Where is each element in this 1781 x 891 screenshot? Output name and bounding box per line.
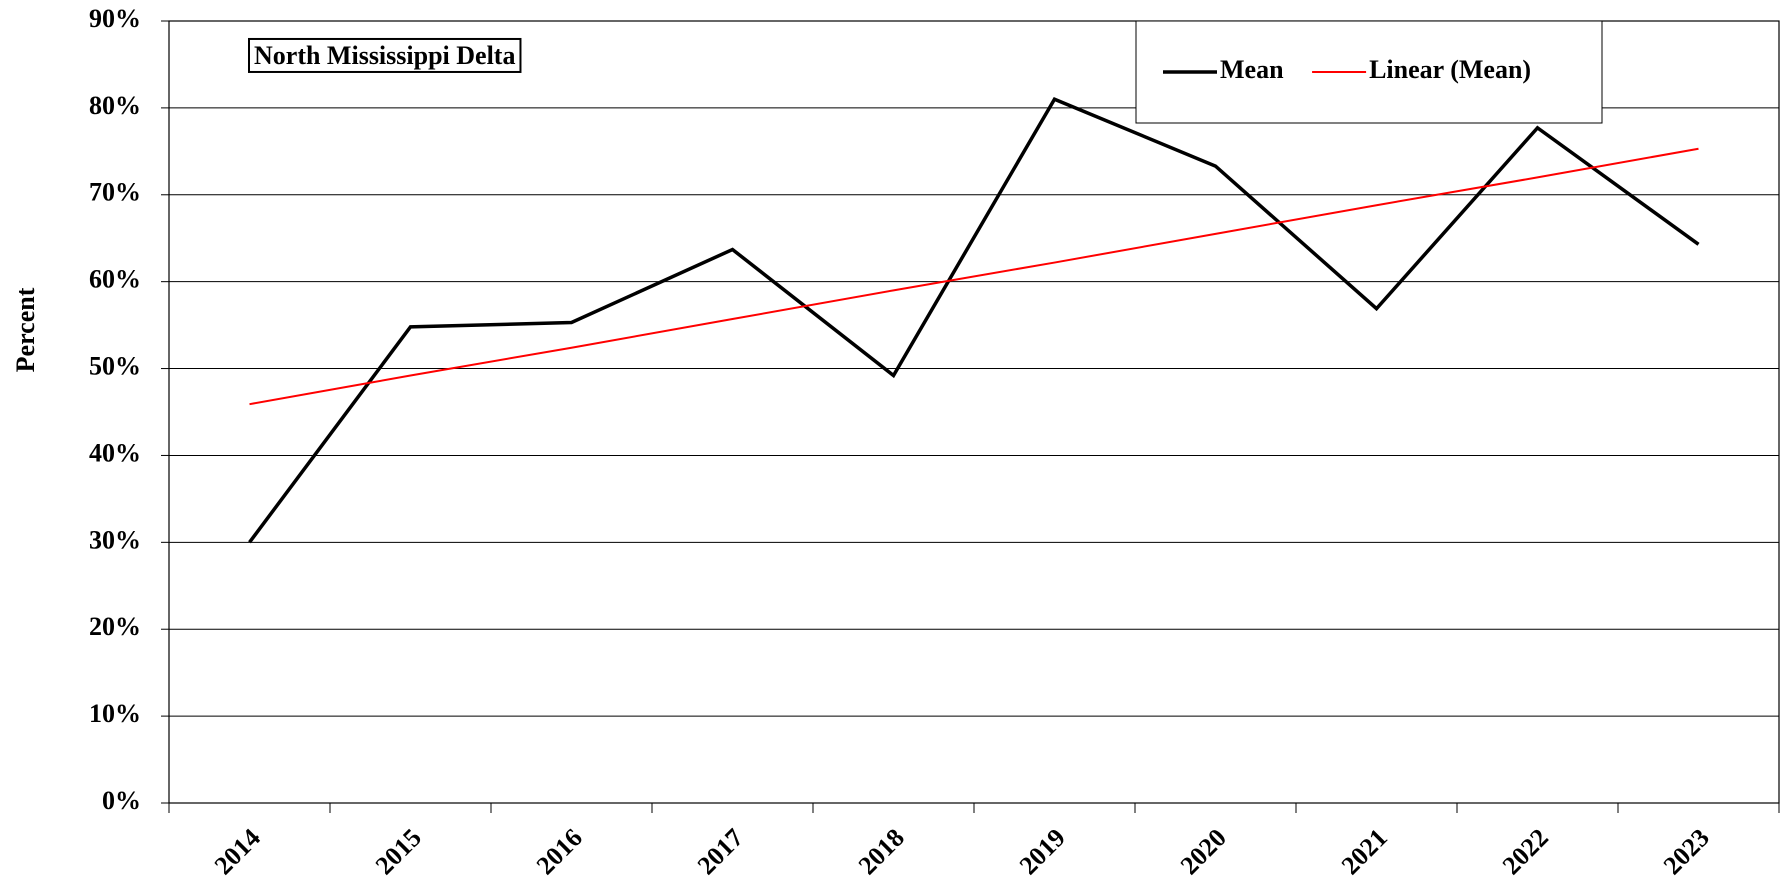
legend-label: Mean bbox=[1220, 55, 1284, 84]
y-tick-label: 90% bbox=[89, 4, 141, 33]
plot-frame bbox=[168, 20, 1780, 804]
x-tick-label: 2020 bbox=[1175, 823, 1232, 880]
y-tick-label: 60% bbox=[89, 265, 141, 294]
legend-label: Linear (Mean) bbox=[1369, 55, 1531, 84]
series-line bbox=[248, 96, 1700, 544]
x-tick-label: 2021 bbox=[1336, 823, 1393, 880]
y-axis-label: Percent bbox=[11, 287, 40, 372]
x-tick-label: 2017 bbox=[692, 823, 749, 880]
x-tick-label: 2023 bbox=[1658, 823, 1715, 880]
x-tick-label: 2014 bbox=[209, 823, 266, 880]
y-tick-label: 80% bbox=[89, 91, 141, 120]
x-tick-label: 2018 bbox=[853, 823, 910, 880]
y-tick-label: 10% bbox=[89, 699, 141, 728]
y-tick-label: 20% bbox=[89, 612, 141, 641]
y-tick-label: 50% bbox=[89, 352, 141, 381]
annotation: North Mississippi Delta bbox=[254, 41, 515, 70]
x-tick-label: 2015 bbox=[370, 823, 427, 880]
series-line bbox=[249, 147, 1699, 406]
y-tick-label: 40% bbox=[89, 438, 141, 467]
x-tick-label: 2019 bbox=[1014, 823, 1071, 880]
annotation-box bbox=[248, 37, 522, 73]
x-tick-label: 2022 bbox=[1497, 823, 1554, 880]
y-tick-label: 30% bbox=[89, 525, 141, 554]
y-tick-label: 70% bbox=[89, 178, 141, 207]
y-tick-label: 0% bbox=[102, 786, 141, 815]
x-tick-label: 2016 bbox=[531, 823, 588, 880]
